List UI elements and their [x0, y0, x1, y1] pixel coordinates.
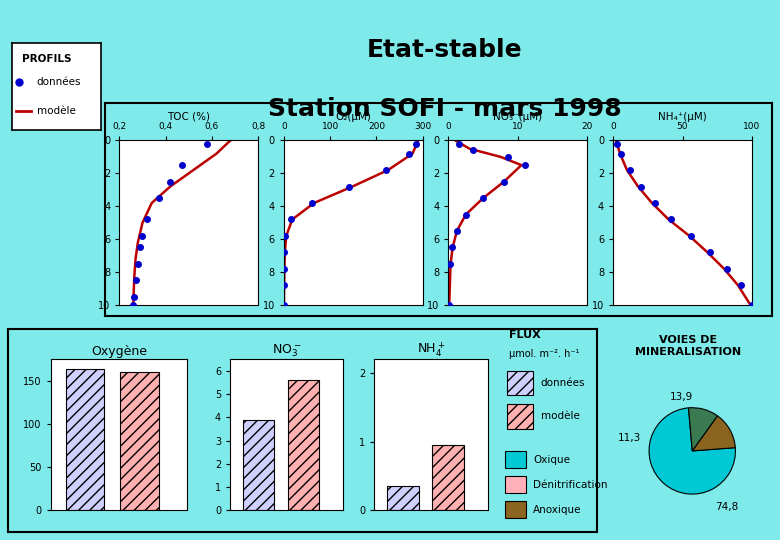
Text: données: données: [541, 378, 585, 388]
Text: μmol. m⁻². h⁻¹: μmol. m⁻². h⁻¹: [509, 349, 580, 359]
Bar: [120, 372, 158, 510]
X-axis label: TOC (%): TOC (%): [167, 112, 211, 122]
Bar: [505, 476, 526, 493]
Text: VOIES DE
MINERALISATION: VOIES DE MINERALISATION: [635, 335, 742, 357]
Text: PROFILS: PROFILS: [23, 53, 72, 64]
Text: 74,8: 74,8: [715, 502, 739, 512]
X-axis label: O₂(μM): O₂(μM): [335, 112, 371, 122]
Text: FLUX: FLUX: [509, 330, 541, 340]
Bar: [432, 445, 464, 510]
Bar: [66, 369, 104, 510]
Bar: [387, 486, 419, 510]
Text: modèle: modèle: [541, 411, 580, 421]
Title: NO$_3^-$: NO$_3^-$: [272, 342, 301, 359]
Bar: [507, 371, 534, 395]
Wedge shape: [649, 408, 736, 494]
Text: 13,9: 13,9: [670, 392, 693, 402]
Text: Anoxique: Anoxique: [534, 505, 582, 515]
Bar: [507, 404, 534, 429]
Text: 11,3: 11,3: [618, 433, 641, 443]
Title: Oxygène: Oxygène: [91, 345, 147, 358]
Text: Etat-stable: Etat-stable: [367, 38, 523, 62]
X-axis label: NO₃⁻(μM): NO₃⁻(μM): [494, 112, 542, 122]
Bar: [505, 451, 526, 468]
Text: données: données: [37, 77, 81, 87]
Title: NH$_4^+$: NH$_4^+$: [417, 340, 445, 359]
Wedge shape: [689, 408, 718, 451]
Bar: [288, 380, 320, 510]
Bar: [505, 501, 526, 518]
Text: Dénitrification: Dénitrification: [534, 480, 608, 490]
Wedge shape: [693, 416, 736, 451]
Bar: [243, 420, 275, 510]
Text: Station SOFI - mars 1998: Station SOFI - mars 1998: [268, 97, 622, 121]
X-axis label: NH₄⁺(μM): NH₄⁺(μM): [658, 112, 707, 122]
Text: Oxique: Oxique: [534, 455, 570, 464]
Text: modèle: modèle: [37, 106, 76, 116]
